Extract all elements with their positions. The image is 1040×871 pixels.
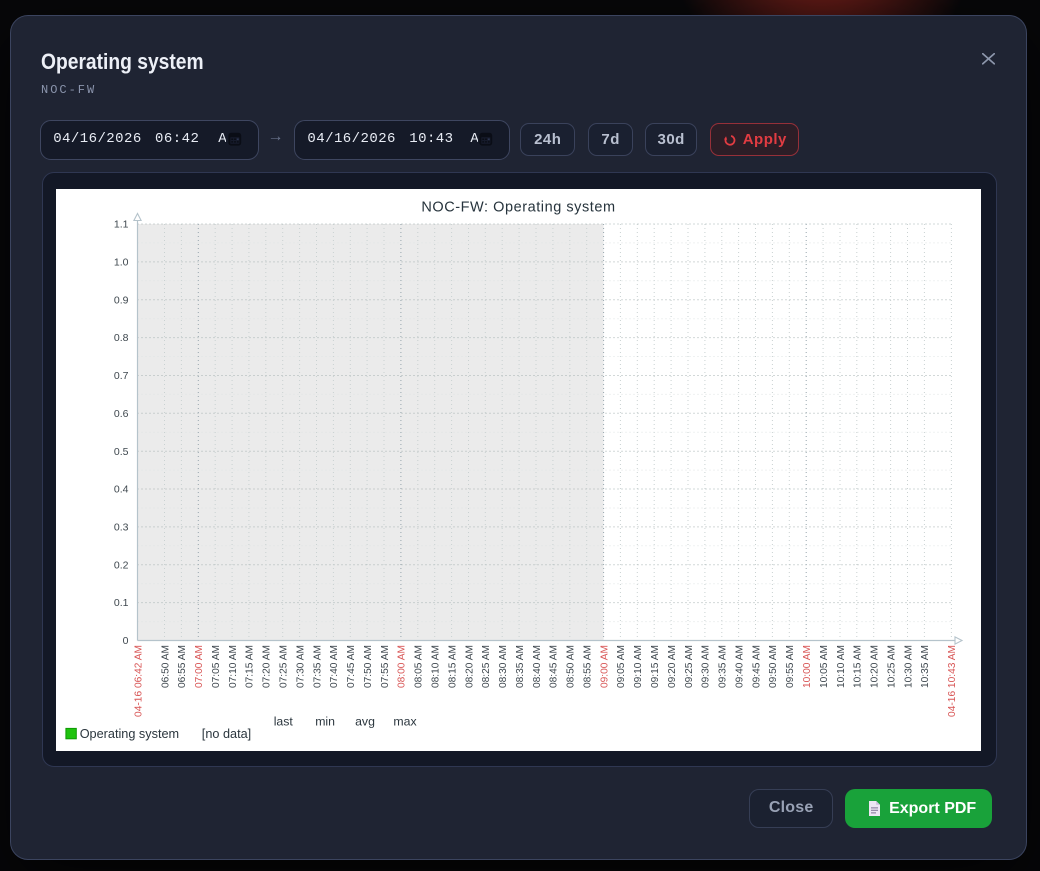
svg-text:10:00 AM: 10:00 AM	[802, 645, 813, 688]
svg-text:09:20 AM: 09:20 AM	[667, 645, 678, 688]
svg-text:07:30 AM: 07:30 AM	[295, 645, 306, 688]
svg-text:0.1: 0.1	[114, 597, 129, 609]
svg-text:10:15 AM: 10:15 AM	[853, 645, 864, 688]
svg-text:07:20 AM: 07:20 AM	[262, 645, 273, 688]
svg-text:10:35 AM: 10:35 AM	[920, 645, 931, 688]
svg-text:0.7: 0.7	[114, 370, 129, 382]
svg-text:09:30 AM: 09:30 AM	[701, 645, 712, 688]
svg-text:09:10 AM: 09:10 AM	[633, 645, 644, 688]
svg-text:0.4: 0.4	[114, 483, 129, 495]
svg-text:08:00 AM: 08:00 AM	[397, 645, 408, 688]
svg-text:09:05 AM: 09:05 AM	[616, 645, 627, 688]
svg-text:0.9: 0.9	[114, 294, 129, 306]
svg-text:07:40 AM: 07:40 AM	[329, 645, 340, 688]
svg-text:08:35 AM: 08:35 AM	[515, 645, 526, 688]
svg-text:04-16 10:43 AM: 04-16 10:43 AM	[947, 645, 958, 717]
svg-text:08:40 AM: 08:40 AM	[532, 645, 543, 688]
svg-text:08:10 AM: 08:10 AM	[430, 645, 441, 688]
svg-text:09:00 AM: 09:00 AM	[599, 645, 610, 688]
svg-text:08:30 AM: 08:30 AM	[498, 645, 509, 688]
svg-text:NOC-FW: Operating system: NOC-FW: Operating system	[421, 199, 615, 215]
svg-text:04-16 06:42 AM: 04-16 06:42 AM	[133, 645, 144, 717]
svg-text:09:35 AM: 09:35 AM	[718, 645, 729, 688]
svg-text:07:25 AM: 07:25 AM	[278, 645, 289, 688]
svg-text:08:50 AM: 08:50 AM	[566, 645, 577, 688]
svg-text:08:20 AM: 08:20 AM	[464, 645, 475, 688]
svg-text:1.0: 1.0	[114, 256, 129, 268]
svg-text:[no data]: [no data]	[202, 727, 251, 741]
svg-text:08:55 AM: 08:55 AM	[582, 645, 593, 688]
svg-text:09:40 AM: 09:40 AM	[734, 645, 745, 688]
svg-text:06:50 AM: 06:50 AM	[160, 645, 171, 688]
svg-text:10:20 AM: 10:20 AM	[869, 645, 880, 688]
svg-text:0: 0	[123, 635, 129, 647]
svg-text:Operating system: Operating system	[80, 727, 179, 741]
svg-text:07:05 AM: 07:05 AM	[211, 645, 222, 688]
svg-text:08:25 AM: 08:25 AM	[481, 645, 492, 688]
svg-text:0.6: 0.6	[114, 407, 129, 419]
svg-text:10:30 AM: 10:30 AM	[903, 645, 914, 688]
svg-text:07:50 AM: 07:50 AM	[363, 645, 374, 688]
svg-text:09:45 AM: 09:45 AM	[751, 645, 762, 688]
svg-text:09:50 AM: 09:50 AM	[768, 645, 779, 688]
svg-text:10:10 AM: 10:10 AM	[836, 645, 847, 688]
svg-text:10:05 AM: 10:05 AM	[819, 645, 830, 688]
svg-text:min: min	[315, 714, 335, 728]
svg-text:09:55 AM: 09:55 AM	[785, 645, 796, 688]
svg-text:max: max	[393, 714, 417, 728]
svg-text:08:15 AM: 08:15 AM	[447, 645, 458, 688]
svg-text:07:00 AM: 07:00 AM	[194, 645, 205, 688]
svg-text:avg: avg	[355, 714, 375, 728]
svg-text:0.2: 0.2	[114, 559, 129, 571]
svg-text:06:55 AM: 06:55 AM	[177, 645, 188, 688]
svg-text:09:15 AM: 09:15 AM	[650, 645, 661, 688]
svg-text:07:15 AM: 07:15 AM	[245, 645, 256, 688]
svg-text:09:25 AM: 09:25 AM	[684, 645, 695, 688]
svg-text:07:55 AM: 07:55 AM	[380, 645, 391, 688]
svg-text:last: last	[274, 714, 294, 728]
svg-text:07:35 AM: 07:35 AM	[312, 645, 323, 688]
svg-text:0.5: 0.5	[114, 445, 129, 457]
svg-text:10:25 AM: 10:25 AM	[886, 645, 897, 688]
svg-text:07:10 AM: 07:10 AM	[228, 645, 239, 688]
svg-text:0.8: 0.8	[114, 332, 129, 344]
svg-text:0.3: 0.3	[114, 521, 129, 533]
svg-text:07:45 AM: 07:45 AM	[346, 645, 357, 688]
svg-text:08:45 AM: 08:45 AM	[549, 645, 560, 688]
svg-text:08:05 AM: 08:05 AM	[414, 645, 425, 688]
svg-text:1.1: 1.1	[114, 218, 129, 230]
